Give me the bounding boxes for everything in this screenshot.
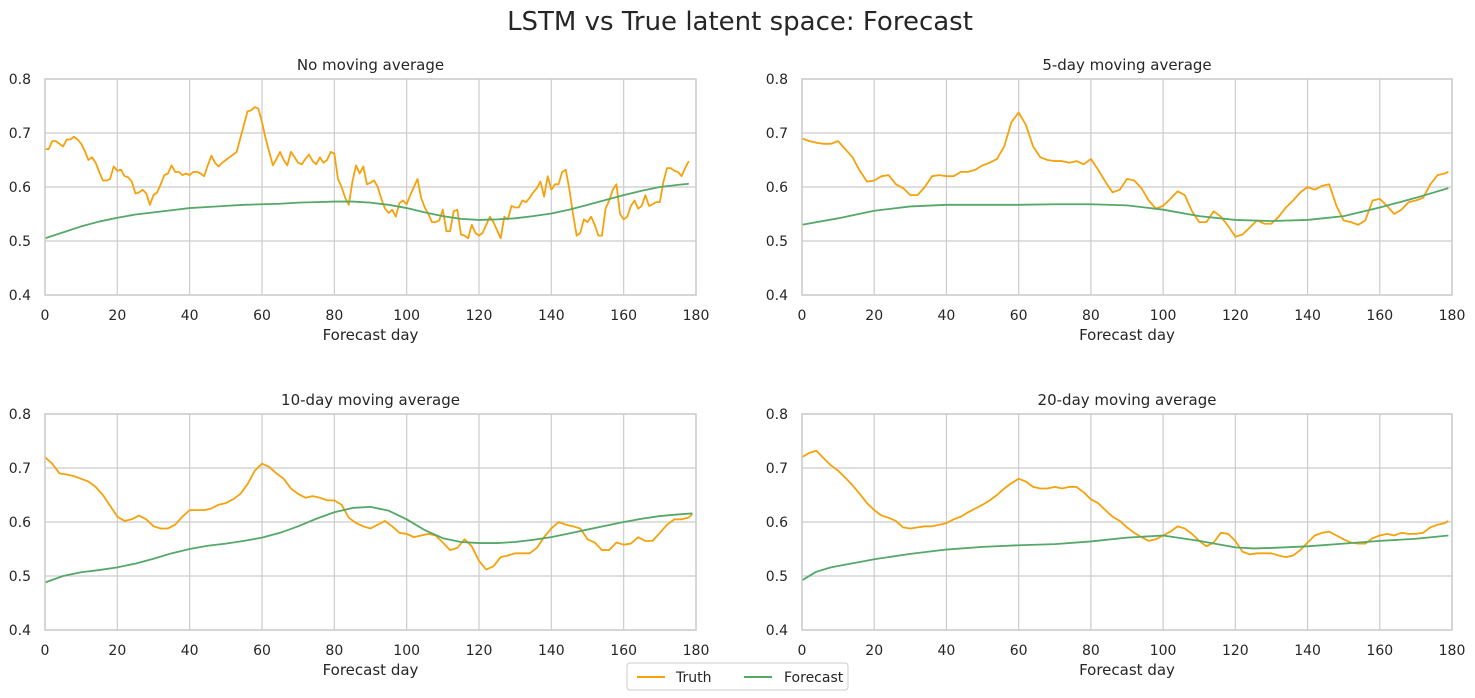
y-tick-label: 0.6 xyxy=(766,515,788,531)
y-tick-label: 0.5 xyxy=(9,234,31,250)
series-line-forecast xyxy=(802,534,1449,582)
x-axis-label: Forecast day xyxy=(1079,661,1175,679)
plot-frame xyxy=(44,78,697,296)
x-tick-label: 20 xyxy=(865,308,883,324)
series-line-forecast xyxy=(45,505,693,584)
y-tick-label: 0.7 xyxy=(9,461,31,477)
x-tick-label: 40 xyxy=(181,308,199,324)
y-tick-label: 0.6 xyxy=(766,180,788,196)
series-line-forecast xyxy=(802,187,1449,226)
x-tick-label: 80 xyxy=(1082,308,1100,324)
series-line-truth xyxy=(45,456,694,571)
plot-frame xyxy=(44,413,697,631)
x-tick-label: 80 xyxy=(1082,643,1100,659)
legend-label-forecast: Forecast xyxy=(784,670,844,686)
x-tick-label: 140 xyxy=(538,308,565,324)
x-tick-label: 40 xyxy=(181,643,199,659)
y-tick-label: 0.5 xyxy=(766,569,788,585)
y-tick-label: 0.4 xyxy=(766,288,788,304)
x-tick-label: 120 xyxy=(1222,308,1249,324)
x-tick-label: 80 xyxy=(325,308,343,324)
subplot-title: No moving average xyxy=(297,56,444,74)
y-tick-label: 0.4 xyxy=(9,288,31,304)
x-tick-label: 20 xyxy=(108,308,126,324)
subplot-title: 20-day moving average xyxy=(1038,391,1217,409)
legend-frame xyxy=(626,662,849,691)
series-line-truth xyxy=(802,111,1449,238)
x-tick-label: 180 xyxy=(683,308,710,324)
plot-frame xyxy=(801,413,1453,631)
x-tick-label: 0 xyxy=(41,643,50,659)
subplot-5-day-moving-average: 0 20 40 60 80 100 120 140 160 180 0.4 0.5 0.6 0.7 0.8 5… xyxy=(766,56,1466,344)
x-tick-label: 60 xyxy=(1010,643,1028,659)
y-tick-label: 0.4 xyxy=(9,623,31,639)
x-tick-label: 60 xyxy=(253,308,271,324)
x-tick-label: 160 xyxy=(1366,643,1393,659)
x-tick-label: 140 xyxy=(538,643,565,659)
y-tick-label: 0.4 xyxy=(766,623,788,639)
subplot-10-day-moving-average: 0 20 40 60 80 100 120 140 160 180 0.4 0.5 0.6 0.7 0.8 1… xyxy=(9,391,710,679)
series-line-truth xyxy=(802,449,1449,558)
x-tick-label: 120 xyxy=(466,643,493,659)
y-tick-label: 0.7 xyxy=(9,126,31,142)
y-tick-label: 0.8 xyxy=(9,407,31,423)
x-tick-label: 80 xyxy=(325,643,343,659)
x-tick-label: 100 xyxy=(393,643,420,659)
x-axis-label: Forecast day xyxy=(323,661,419,679)
subplot-title: 5-day moving average xyxy=(1042,56,1211,74)
series-line-forecast xyxy=(45,182,689,240)
subplot-title: 10-day moving average xyxy=(281,391,460,409)
y-tick-label: 0.8 xyxy=(9,72,31,88)
x-tick-label: 0 xyxy=(798,308,807,324)
x-axis-label: Forecast day xyxy=(323,326,419,344)
x-tick-label: 180 xyxy=(1439,643,1466,659)
series-line-truth xyxy=(45,106,690,240)
x-tick-label: 40 xyxy=(938,308,956,324)
y-tick-label: 0.8 xyxy=(766,72,788,88)
x-tick-label: 140 xyxy=(1294,308,1321,324)
x-tick-label: 160 xyxy=(610,308,637,324)
x-axis-label: Forecast day xyxy=(1079,326,1175,344)
y-tick-label: 0.8 xyxy=(766,407,788,423)
x-tick-label: 180 xyxy=(1439,308,1466,324)
y-tick-label: 0.7 xyxy=(766,126,788,142)
x-tick-label: 100 xyxy=(1150,308,1177,324)
x-tick-label: 0 xyxy=(41,308,50,324)
x-tick-label: 100 xyxy=(1150,643,1177,659)
x-tick-label: 60 xyxy=(1010,308,1028,324)
y-tick-label: 0.5 xyxy=(766,234,788,250)
x-tick-label: 120 xyxy=(466,308,493,324)
plot-frame xyxy=(801,78,1453,296)
x-tick-label: 180 xyxy=(683,643,710,659)
x-tick-label: 20 xyxy=(865,643,883,659)
y-tick-label: 0.6 xyxy=(9,515,31,531)
x-tick-label: 120 xyxy=(1222,643,1249,659)
figure-title: LSTM vs True latent space: Forecast xyxy=(507,7,973,37)
x-tick-label: 140 xyxy=(1294,643,1321,659)
subplot-no-moving-average: 0 20 40 60 80 100 120 140 160 180 0.4 0.5 0.6 0.7 0.8 N… xyxy=(9,56,710,344)
y-tick-label: 0.5 xyxy=(9,569,31,585)
x-tick-label: 60 xyxy=(253,643,271,659)
x-tick-label: 0 xyxy=(798,643,807,659)
subplot-20-day-moving-average: 0 20 40 60 80 100 120 140 160 180 0.4 0.5 0.6 0.7 0.8 2… xyxy=(766,391,1466,679)
y-tick-label: 0.7 xyxy=(766,461,788,477)
y-tick-label: 0.6 xyxy=(9,180,31,196)
x-tick-label: 20 xyxy=(108,643,126,659)
legend-label-truth: Truth xyxy=(675,670,712,686)
x-tick-label: 100 xyxy=(393,308,420,324)
x-tick-label: 40 xyxy=(938,643,956,659)
x-tick-label: 160 xyxy=(610,643,637,659)
legend: Truth Forecast xyxy=(626,662,849,691)
x-tick-label: 160 xyxy=(1366,308,1393,324)
